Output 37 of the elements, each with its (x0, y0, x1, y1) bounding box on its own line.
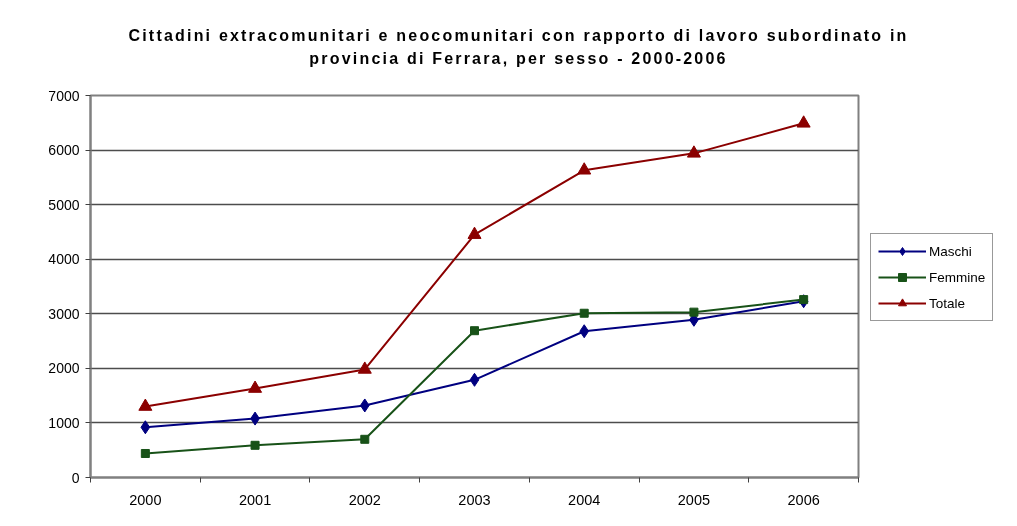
point (579, 308, 589, 318)
point (686, 145, 701, 158)
point (579, 324, 590, 339)
y-tick-label: 6000 (48, 142, 80, 159)
point (360, 434, 370, 444)
y-tick-label: 3000 (48, 305, 80, 322)
y-tick-label: 7000 (48, 87, 80, 104)
y-tick-label: 1000 (48, 414, 80, 431)
point (470, 326, 479, 336)
x-tick-label: 2000 (129, 491, 162, 508)
point (359, 398, 370, 413)
point (140, 448, 150, 458)
legend-label: Femmine (929, 269, 986, 285)
point (467, 226, 482, 239)
x-tick-label: 2004 (568, 491, 601, 508)
point (796, 115, 811, 128)
y-tick-label: 0 (71, 469, 80, 486)
y-tick-label: 2000 (48, 360, 80, 377)
point (577, 162, 592, 175)
x-tick-label: 2002 (348, 491, 381, 508)
x-tick-label: 2003 (458, 491, 491, 508)
point (250, 440, 260, 450)
x-tick-label: 2001 (238, 491, 272, 508)
point (689, 307, 699, 317)
legend-label: Maschi (929, 243, 972, 259)
point (469, 372, 480, 387)
point (357, 361, 372, 374)
y-tick-label: 5000 (48, 196, 80, 213)
chart-title: Cittadini extracomunitari e neocomunitari con rapporto di lavoro subordinato in provincia di Ferrara, per sesso - 2000-2006 (127, 26, 910, 69)
point (799, 295, 809, 305)
y-tick-label: 4000 (48, 251, 80, 268)
x-tick-label: 2006 (787, 491, 820, 508)
point (138, 398, 153, 411)
point (140, 420, 151, 435)
legend-label: Totale (929, 295, 966, 311)
point (248, 380, 263, 393)
x-tick-label: 2005 (677, 491, 711, 508)
